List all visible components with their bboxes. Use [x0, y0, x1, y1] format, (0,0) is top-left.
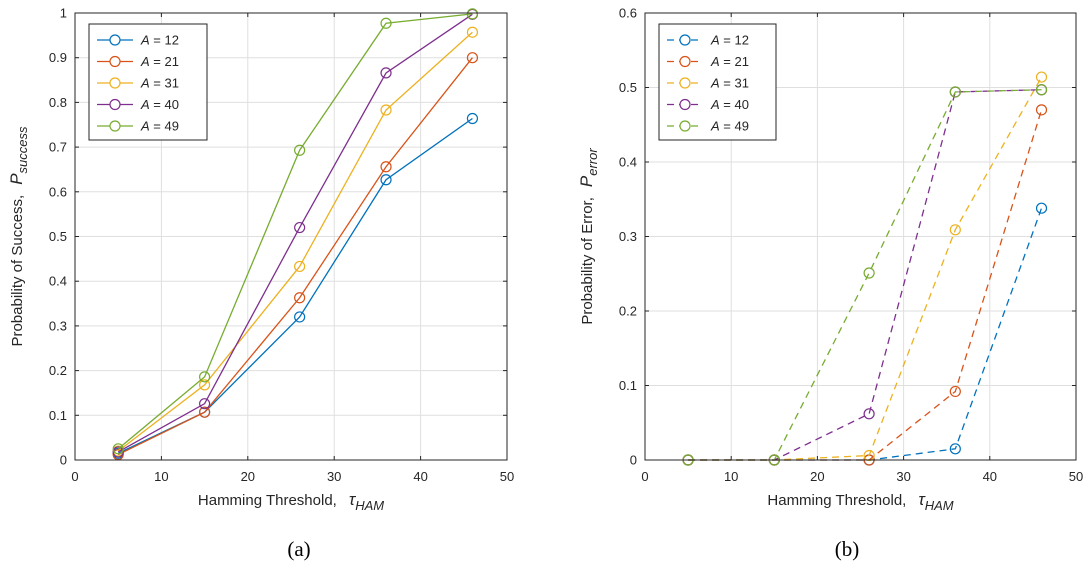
y-tick-label: 0.5: [49, 229, 67, 244]
legend-marker: [109, 34, 121, 46]
series-line-3: [688, 89, 1042, 461]
data-point: [294, 144, 306, 156]
data-point: [949, 443, 961, 455]
data-point: [380, 174, 392, 186]
y-axis-label: Probability of Success,Psuccess: [7, 126, 30, 347]
data-point: [1035, 71, 1048, 83]
x-tick-label: 50: [1069, 469, 1083, 484]
data-point: [199, 406, 211, 418]
y-tick-label: 0.7: [49, 140, 67, 155]
data-point: [294, 260, 306, 273]
legend-marker: [109, 77, 121, 89]
y-tick-label: 0.6: [619, 6, 637, 21]
legend-marker: [109, 55, 121, 68]
y-tick-label: 0.1: [49, 408, 67, 423]
legend-marker: [679, 34, 691, 46]
legend-marker: [109, 98, 121, 111]
legend-entry: A = 49: [140, 119, 179, 134]
x-tick-label: 50: [500, 469, 514, 484]
panel-caption: (b): [835, 537, 860, 561]
legend-marker: [679, 98, 691, 111]
x-tick-label: 0: [71, 469, 78, 484]
data-point: [863, 408, 875, 420]
legend-entry: A = 31: [710, 76, 749, 91]
x-axis-label: Hamming Threshold, τHAM: [198, 490, 384, 513]
data-point: [949, 385, 961, 398]
y-tick-label: 0: [630, 453, 637, 468]
y-tick-label: 0.2: [619, 304, 637, 319]
data-point: [466, 8, 479, 20]
series-line-2: [117, 31, 473, 452]
x-tick-label: 20: [241, 469, 255, 484]
data-point: [380, 67, 392, 79]
legend-entry: A = 12: [710, 33, 749, 48]
legend-marker: [679, 120, 691, 132]
y-tick-label: 0.4: [49, 274, 67, 289]
y-tick-label: 0.3: [49, 318, 67, 333]
legend-entry: A = 40: [710, 97, 749, 112]
data-point: [380, 17, 392, 29]
y-axis-label: Probability of Error,Perror: [577, 148, 600, 325]
data-point: [863, 449, 875, 462]
y-tick-label: 0.8: [49, 95, 67, 110]
y-tick-label: 0.3: [619, 229, 637, 244]
series-line-2: [688, 76, 1043, 461]
y-tick-label: 1: [60, 6, 67, 21]
series-line-3: [117, 13, 473, 453]
data-point: [199, 398, 211, 410]
data-point: [199, 379, 211, 391]
legend-marker: [109, 120, 121, 132]
data-point: [294, 311, 306, 323]
data-point: [466, 26, 479, 38]
panel-caption: (a): [287, 537, 310, 561]
x-tick-label: 20: [810, 469, 824, 484]
data-point: [466, 52, 479, 64]
y-tick-label: 0.6: [49, 184, 67, 199]
legend-entry: A = 12: [140, 33, 179, 48]
x-tick-label: 40: [983, 469, 997, 484]
data-point: [949, 224, 961, 236]
y-tick-label: 0.1: [619, 378, 637, 393]
legend-entry: A = 49: [710, 119, 749, 134]
y-tick-label: 0.5: [619, 80, 637, 95]
series-line-1: [117, 57, 473, 456]
data-point: [380, 161, 392, 173]
y-tick-label: 0.4: [619, 155, 637, 170]
data-point: [199, 371, 211, 383]
x-tick-label: 40: [413, 469, 427, 484]
chart-panel-b: 0 10 20 30 40 50 0 0.1 0.2 0.3 0.4 0.5 0.6 Hamming Th…: [577, 6, 1083, 562]
legend-entry: A = 31: [140, 76, 179, 91]
y-tick-label: 0.2: [49, 363, 67, 378]
legend-marker: [679, 55, 691, 68]
data-point: [1035, 202, 1048, 214]
legend-entry: A = 21: [710, 54, 749, 69]
x-tick-label: 30: [896, 469, 910, 484]
y-tick-label: 0.9: [49, 50, 67, 65]
data-point: [949, 86, 961, 98]
x-tick-label: 0: [641, 469, 648, 484]
legend-marker: [679, 77, 691, 89]
data-point: [380, 104, 392, 116]
data-point: [112, 446, 124, 458]
data-point: [1035, 84, 1048, 96]
data-point: [466, 112, 479, 125]
x-tick-label: 10: [154, 469, 168, 484]
data-point: [112, 443, 124, 455]
legend-entry: A = 21: [140, 54, 179, 69]
data-point: [1035, 104, 1048, 116]
x-tick-label: 30: [327, 469, 341, 484]
x-axis-label: Hamming Threshold, τHAM: [767, 490, 953, 513]
data-point: [294, 292, 306, 304]
legend-entry: A = 40: [140, 97, 179, 112]
legend-box: [658, 23, 777, 141]
chart-panel-a: 0 10 20 30 40 50 0 0.1 0.2 0.3 0.4 0.5 0.6 0.7 0.8 0.9 1…: [7, 6, 514, 562]
x-tick-label: 10: [724, 469, 738, 484]
data-point: [863, 267, 875, 279]
data-point: [294, 221, 306, 234]
series-line-4: [117, 13, 473, 450]
legend-box: [88, 23, 208, 141]
y-tick-label: 0: [60, 453, 67, 468]
